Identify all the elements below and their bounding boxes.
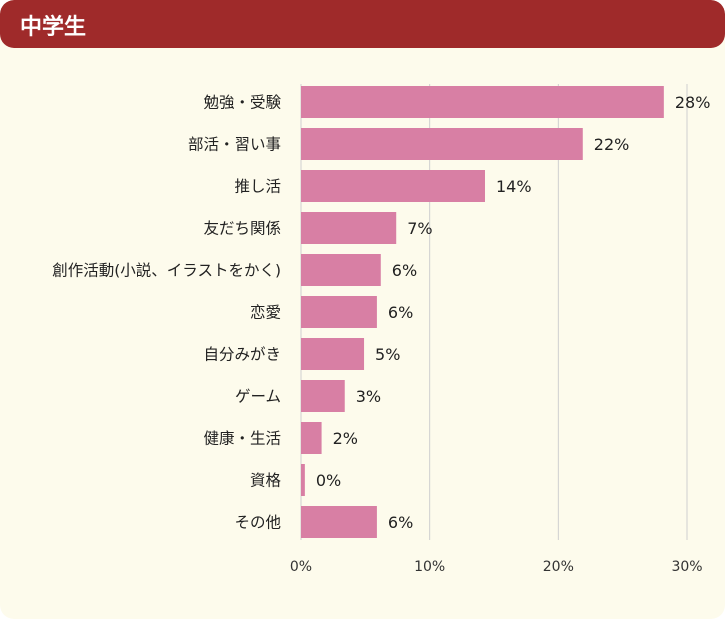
bar [301,422,322,454]
value-label: 14% [496,177,532,196]
category-label: ゲーム [235,388,281,406]
bar [301,464,305,496]
bar [301,338,365,370]
value-label: 5% [375,345,400,364]
category-label: 創作活動(小説、イラストをかく) [52,262,281,280]
category-label: 資格 [250,472,282,490]
x-tick-label: 10% [414,559,445,575]
category-label: 友だち関係 [203,220,281,238]
category-label: 自分みがき [203,346,281,364]
value-label: 6% [388,513,413,532]
bar [301,296,377,328]
header-title: 中学生 [20,15,87,40]
x-tick-label: 20% [543,559,574,575]
bar [301,212,397,244]
value-label: 2% [333,429,358,448]
category-label: 推し活 [234,178,281,196]
bar [301,506,377,538]
value-label: 28% [675,93,711,112]
header-bar: 中学生 [0,0,725,48]
value-label: 6% [392,261,417,280]
bar [301,380,345,412]
bar [301,170,485,202]
value-label: 6% [388,303,413,322]
value-label: 0% [316,471,341,490]
category-label: 恋愛 [250,303,281,322]
bar [301,254,381,286]
value-label: 3% [356,387,381,406]
bar [301,128,583,160]
x-tick-label: 0% [290,559,312,575]
category-label: その他 [234,514,281,532]
x-tick-label: 30% [671,559,702,575]
value-label: 7% [407,219,432,238]
value-label: 22% [594,135,630,154]
bar [301,86,664,118]
category-label: 部活・習い事 [188,136,281,154]
category-label: 勉強・受験 [203,94,281,112]
category-label: 健康・生活 [203,430,281,448]
